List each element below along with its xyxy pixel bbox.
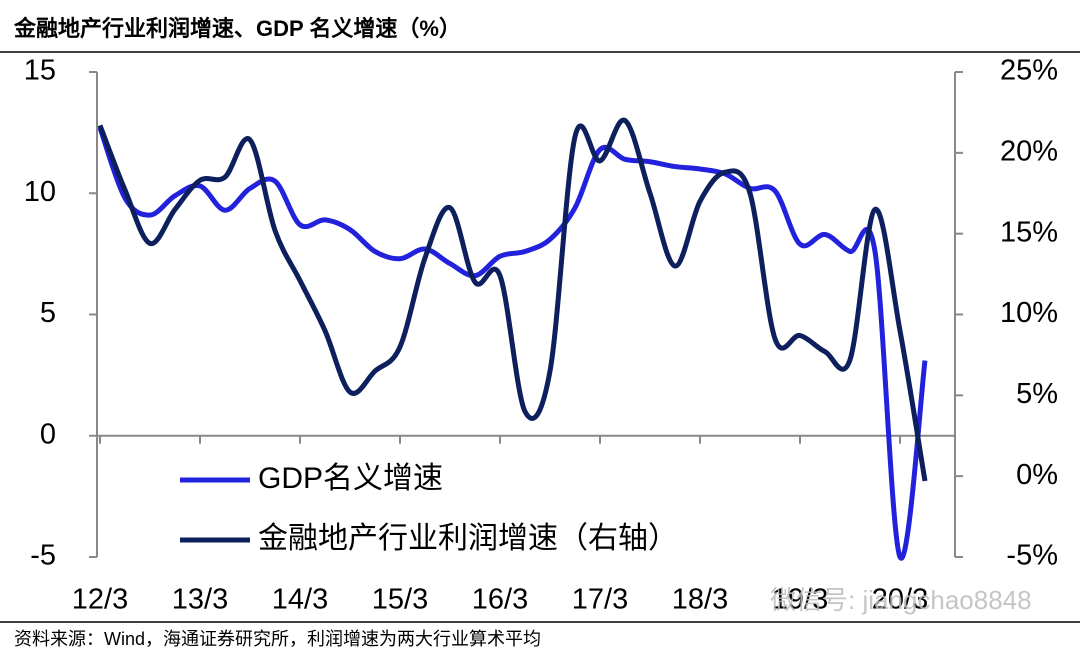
x-tick-label: 14/3	[272, 584, 328, 616]
y2-tick-label: 15%	[1000, 216, 1058, 248]
x-tick-label: 18/3	[672, 584, 728, 616]
legend-label: 金融地产行业利润增速（右轴）	[258, 522, 678, 555]
y2-tick-label: -5%	[1006, 540, 1058, 572]
y2-tick-label: 0%	[1016, 459, 1058, 491]
x-tick-label: 20/3	[872, 584, 928, 616]
y-tick-label: 15	[24, 55, 56, 87]
y2-tick-label: 20%	[1000, 135, 1058, 167]
x-tick-label: 19/3	[772, 584, 828, 616]
y-tick-label: 5	[40, 297, 56, 329]
series-line	[97, 117, 928, 482]
y2-tick-label: 10%	[1000, 297, 1058, 329]
watermark: 微信号: jiangchao8848	[770, 585, 1032, 615]
y2-tick-label: 25%	[1000, 55, 1058, 87]
series-line	[97, 126, 928, 561]
x-tick-label: 15/3	[372, 584, 428, 616]
y-tick-label: 10	[24, 176, 56, 208]
source-note: 资料来源：Wind，海通证券研究所，利润增速为两大行业算术平均	[14, 629, 541, 649]
chart-title: 金融地产行业利润增速、GDP 名义增速（%）	[13, 16, 461, 41]
x-tick-label: 12/3	[72, 584, 128, 616]
x-tick-label: 13/3	[172, 584, 228, 616]
x-tick-label: 16/3	[472, 584, 528, 616]
legend-label: GDP名义增速	[258, 462, 443, 495]
y2-tick-label: 5%	[1016, 378, 1058, 410]
y-tick-label: 0	[40, 418, 56, 450]
x-tick-label: 17/3	[572, 584, 628, 616]
y-tick-label: -5	[30, 540, 56, 572]
